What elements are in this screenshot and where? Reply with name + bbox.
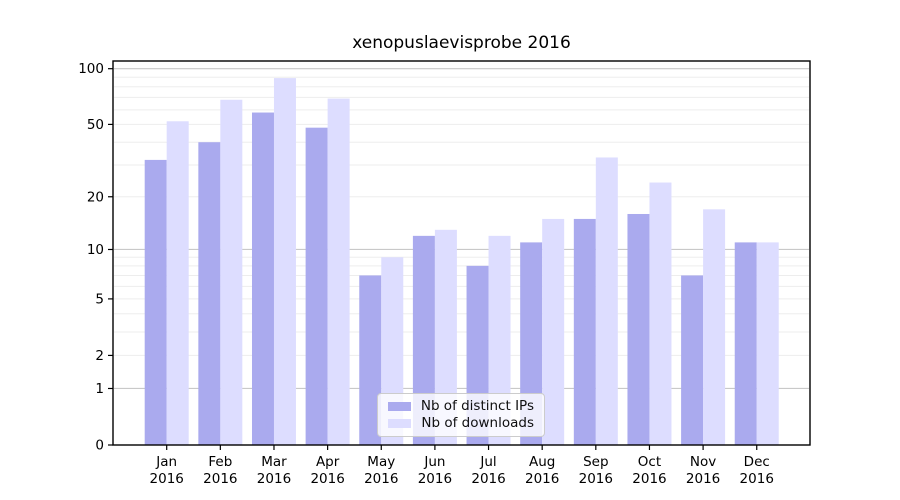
chart-title: xenopuslaevisprobe 2016 bbox=[352, 33, 571, 53]
bar-distinct-ips-jun bbox=[412, 235, 435, 445]
x-axis-year-label: 2016 bbox=[418, 471, 452, 487]
y-axis-tick-label: 2 bbox=[95, 348, 104, 364]
plot-border bbox=[112, 60, 811, 446]
x-axis-year-label: 2016 bbox=[740, 471, 774, 487]
legend-swatch-downloads bbox=[388, 419, 412, 429]
x-axis-year-label: 2016 bbox=[150, 471, 184, 487]
x-axis-year-label: 2016 bbox=[525, 471, 559, 487]
bar-downloads-mar bbox=[273, 78, 296, 445]
y-axis-tick-label: 20 bbox=[87, 189, 104, 205]
legend-label-distinct-ips: Nb of distinct IPs bbox=[420, 397, 534, 414]
x-axis-month-label: Nov bbox=[690, 454, 716, 470]
x-axis-year-label: 2016 bbox=[364, 471, 398, 487]
bar-downloads-jun bbox=[434, 229, 457, 445]
x-axis-year-label: 2016 bbox=[310, 471, 344, 487]
bar-distinct-ips-mar bbox=[251, 112, 274, 445]
y-axis-tick-label: 5 bbox=[95, 291, 104, 307]
bar-downloads-jan bbox=[166, 121, 189, 446]
bar-distinct-ips-sep bbox=[573, 218, 596, 445]
x-axis-month-label: Sep bbox=[583, 454, 608, 470]
bar-downloads-sep bbox=[595, 157, 618, 445]
y-axis-tick-label: 10 bbox=[87, 242, 104, 258]
legend-swatch-distinct-ips bbox=[388, 401, 411, 411]
bar-distinct-ips-dec bbox=[734, 242, 757, 445]
bar-distinct-ips-nov bbox=[681, 275, 704, 445]
bar-distinct-ips-jan bbox=[144, 159, 167, 445]
y-axis-tick-label: 50 bbox=[87, 117, 104, 133]
x-axis-year-label: 2016 bbox=[579, 471, 613, 487]
x-axis-month-label: Jun bbox=[423, 454, 445, 470]
bar-downloads-feb bbox=[220, 99, 243, 445]
y-axis-tick-label: 100 bbox=[78, 61, 104, 77]
x-axis-month-label: May bbox=[367, 454, 395, 470]
y-axis-tick-label: 0 bbox=[95, 438, 104, 454]
bar-downloads-jul bbox=[488, 235, 511, 445]
x-axis-month-label: Mar bbox=[261, 454, 287, 470]
x-axis-month-label: Aug bbox=[529, 454, 555, 470]
x-axis-year-label: 2016 bbox=[632, 471, 666, 487]
x-axis-month-label: Feb bbox=[208, 454, 232, 470]
bar-downloads-apr bbox=[327, 98, 350, 446]
bar-downloads-nov bbox=[703, 209, 726, 445]
x-axis-year-label: 2016 bbox=[686, 471, 720, 487]
legend-label-downloads: Nb of downloads bbox=[421, 415, 534, 431]
x-axis-month-label: Jan bbox=[155, 454, 177, 470]
bar-downloads-aug bbox=[542, 218, 565, 445]
legend: Nb of distinct IPs Nb of downloads bbox=[377, 393, 545, 437]
bar-distinct-ips-may bbox=[359, 275, 382, 445]
bar-downloads-oct bbox=[649, 182, 672, 445]
x-axis-year-label: 2016 bbox=[257, 471, 291, 487]
legend-row-downloads: Nb of downloads bbox=[388, 415, 534, 431]
x-axis-year-label: 2016 bbox=[203, 471, 237, 487]
x-axis-month-label: Apr bbox=[316, 454, 340, 470]
bar-distinct-ips-oct bbox=[627, 213, 650, 445]
bar-downloads-dec bbox=[756, 242, 779, 445]
bar-distinct-ips-feb bbox=[198, 142, 221, 446]
y-axis-tick-label: 1 bbox=[95, 381, 104, 397]
legend-row-distinct-ips: Nb of distinct IPs bbox=[388, 397, 534, 414]
bar-distinct-ips-apr bbox=[305, 127, 328, 445]
x-axis-month-label: Oct bbox=[638, 454, 661, 470]
x-axis-month-label: Dec bbox=[744, 454, 770, 470]
x-axis-month-label: Jul bbox=[479, 454, 496, 470]
x-axis-year-label: 2016 bbox=[471, 471, 505, 487]
